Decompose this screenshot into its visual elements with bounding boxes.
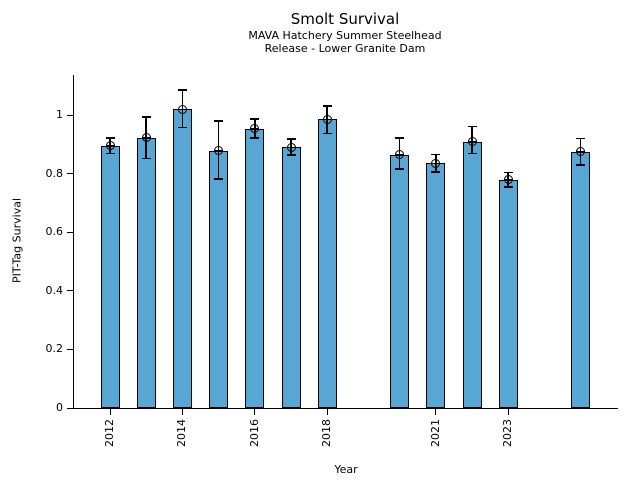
x-tick-label: 2021 <box>428 419 442 447</box>
bar-2013 <box>136 137 156 408</box>
x-tick <box>254 409 256 415</box>
bar-2015 <box>209 150 229 408</box>
error-cap-bottom <box>467 152 477 155</box>
data-marker-2020 <box>395 150 405 160</box>
x-tick-label: 2014 <box>175 419 189 447</box>
error-cap-bottom <box>395 168 405 170</box>
data-marker-2014 <box>177 104 187 114</box>
bar-2022 <box>462 141 482 408</box>
data-marker-2017 <box>286 142 296 152</box>
error-cap-top <box>214 120 224 122</box>
y-tick-label: 0.6 <box>45 225 64 239</box>
error-cap-bottom <box>105 152 115 155</box>
x-axis-label: Year <box>334 463 358 476</box>
data-marker-2013 <box>141 133 151 143</box>
y-tick <box>67 407 73 409</box>
data-marker-2018 <box>322 114 332 124</box>
y-tick <box>67 348 73 350</box>
bar-2018 <box>317 119 337 408</box>
y-tick <box>67 173 73 175</box>
bar-2014 <box>172 109 192 408</box>
y-tick-label: 0.4 <box>45 283 64 297</box>
error-cap-bottom <box>322 132 332 135</box>
error-cap-top <box>431 153 441 155</box>
error-cap-bottom <box>141 157 151 160</box>
y-tick-label: 0 <box>56 401 63 414</box>
y-tick-label: 0.2 <box>45 342 64 356</box>
error-cap-top <box>105 137 115 139</box>
error-cap-top <box>286 138 296 140</box>
chart-subtitle-line2: Release - Lower Granite Dam <box>264 42 426 55</box>
error-cap-top <box>467 125 477 128</box>
error-cap-top <box>322 105 332 107</box>
y-tick-label: 1 <box>56 108 63 121</box>
bar-2021 <box>426 163 446 408</box>
error-cap-top <box>141 116 151 118</box>
x-tick <box>181 409 183 415</box>
error-cap-bottom <box>250 137 260 139</box>
bar-2025 <box>571 151 591 408</box>
error-cap-bottom <box>286 154 296 156</box>
bar-2012 <box>100 145 120 408</box>
bar-2023 <box>498 179 518 408</box>
error-cap-bottom <box>431 171 441 173</box>
data-marker-2015 <box>214 146 224 156</box>
data-marker-2012 <box>105 141 115 151</box>
x-tick <box>109 409 111 415</box>
bar-2016 <box>245 128 265 408</box>
plot-area: PIT-Tag Survival Year 0 0.2 0.4 0.6 0.8 1 2012… <box>11 75 618 476</box>
error-cap-top <box>177 89 187 91</box>
title-block: Smolt Survival MAVA Hatchery Summer Stee… <box>73 10 617 55</box>
x-tick-label: 2023 <box>501 419 515 447</box>
error-cap-top <box>503 171 513 174</box>
data-marker-2025 <box>576 147 586 157</box>
chart-title: Smolt Survival <box>290 10 400 28</box>
chart-subtitle-line1: MAVA Hatchery Summer Steelhead <box>248 29 442 42</box>
error-cap-bottom <box>177 126 187 129</box>
error-cap-bottom <box>576 164 586 166</box>
x-tick-label: 2018 <box>320 419 334 447</box>
x-tick-label: 2016 <box>247 419 261 447</box>
y-axis-label: PIT-Tag Survival <box>10 198 24 284</box>
x-tick <box>326 409 328 415</box>
bar-2017 <box>281 147 301 408</box>
x-tick <box>507 409 509 415</box>
y-tick-label: 0.8 <box>45 166 64 180</box>
error-cap-bottom <box>503 186 513 188</box>
data-marker-2022 <box>467 137 477 147</box>
error-cap-top <box>250 118 260 120</box>
y-tick <box>67 231 73 233</box>
x-tick-label: 2012 <box>103 419 116 447</box>
error-cap-top <box>576 137 586 140</box>
data-marker-2016 <box>250 124 260 134</box>
bar-2020 <box>390 154 410 408</box>
data-marker-2021 <box>431 158 441 168</box>
y-tick <box>67 290 73 292</box>
x-tick <box>435 409 437 415</box>
y-tick <box>67 114 73 116</box>
error-cap-bottom <box>214 178 224 180</box>
data-marker-2023 <box>503 175 513 185</box>
error-cap-top <box>395 137 405 139</box>
